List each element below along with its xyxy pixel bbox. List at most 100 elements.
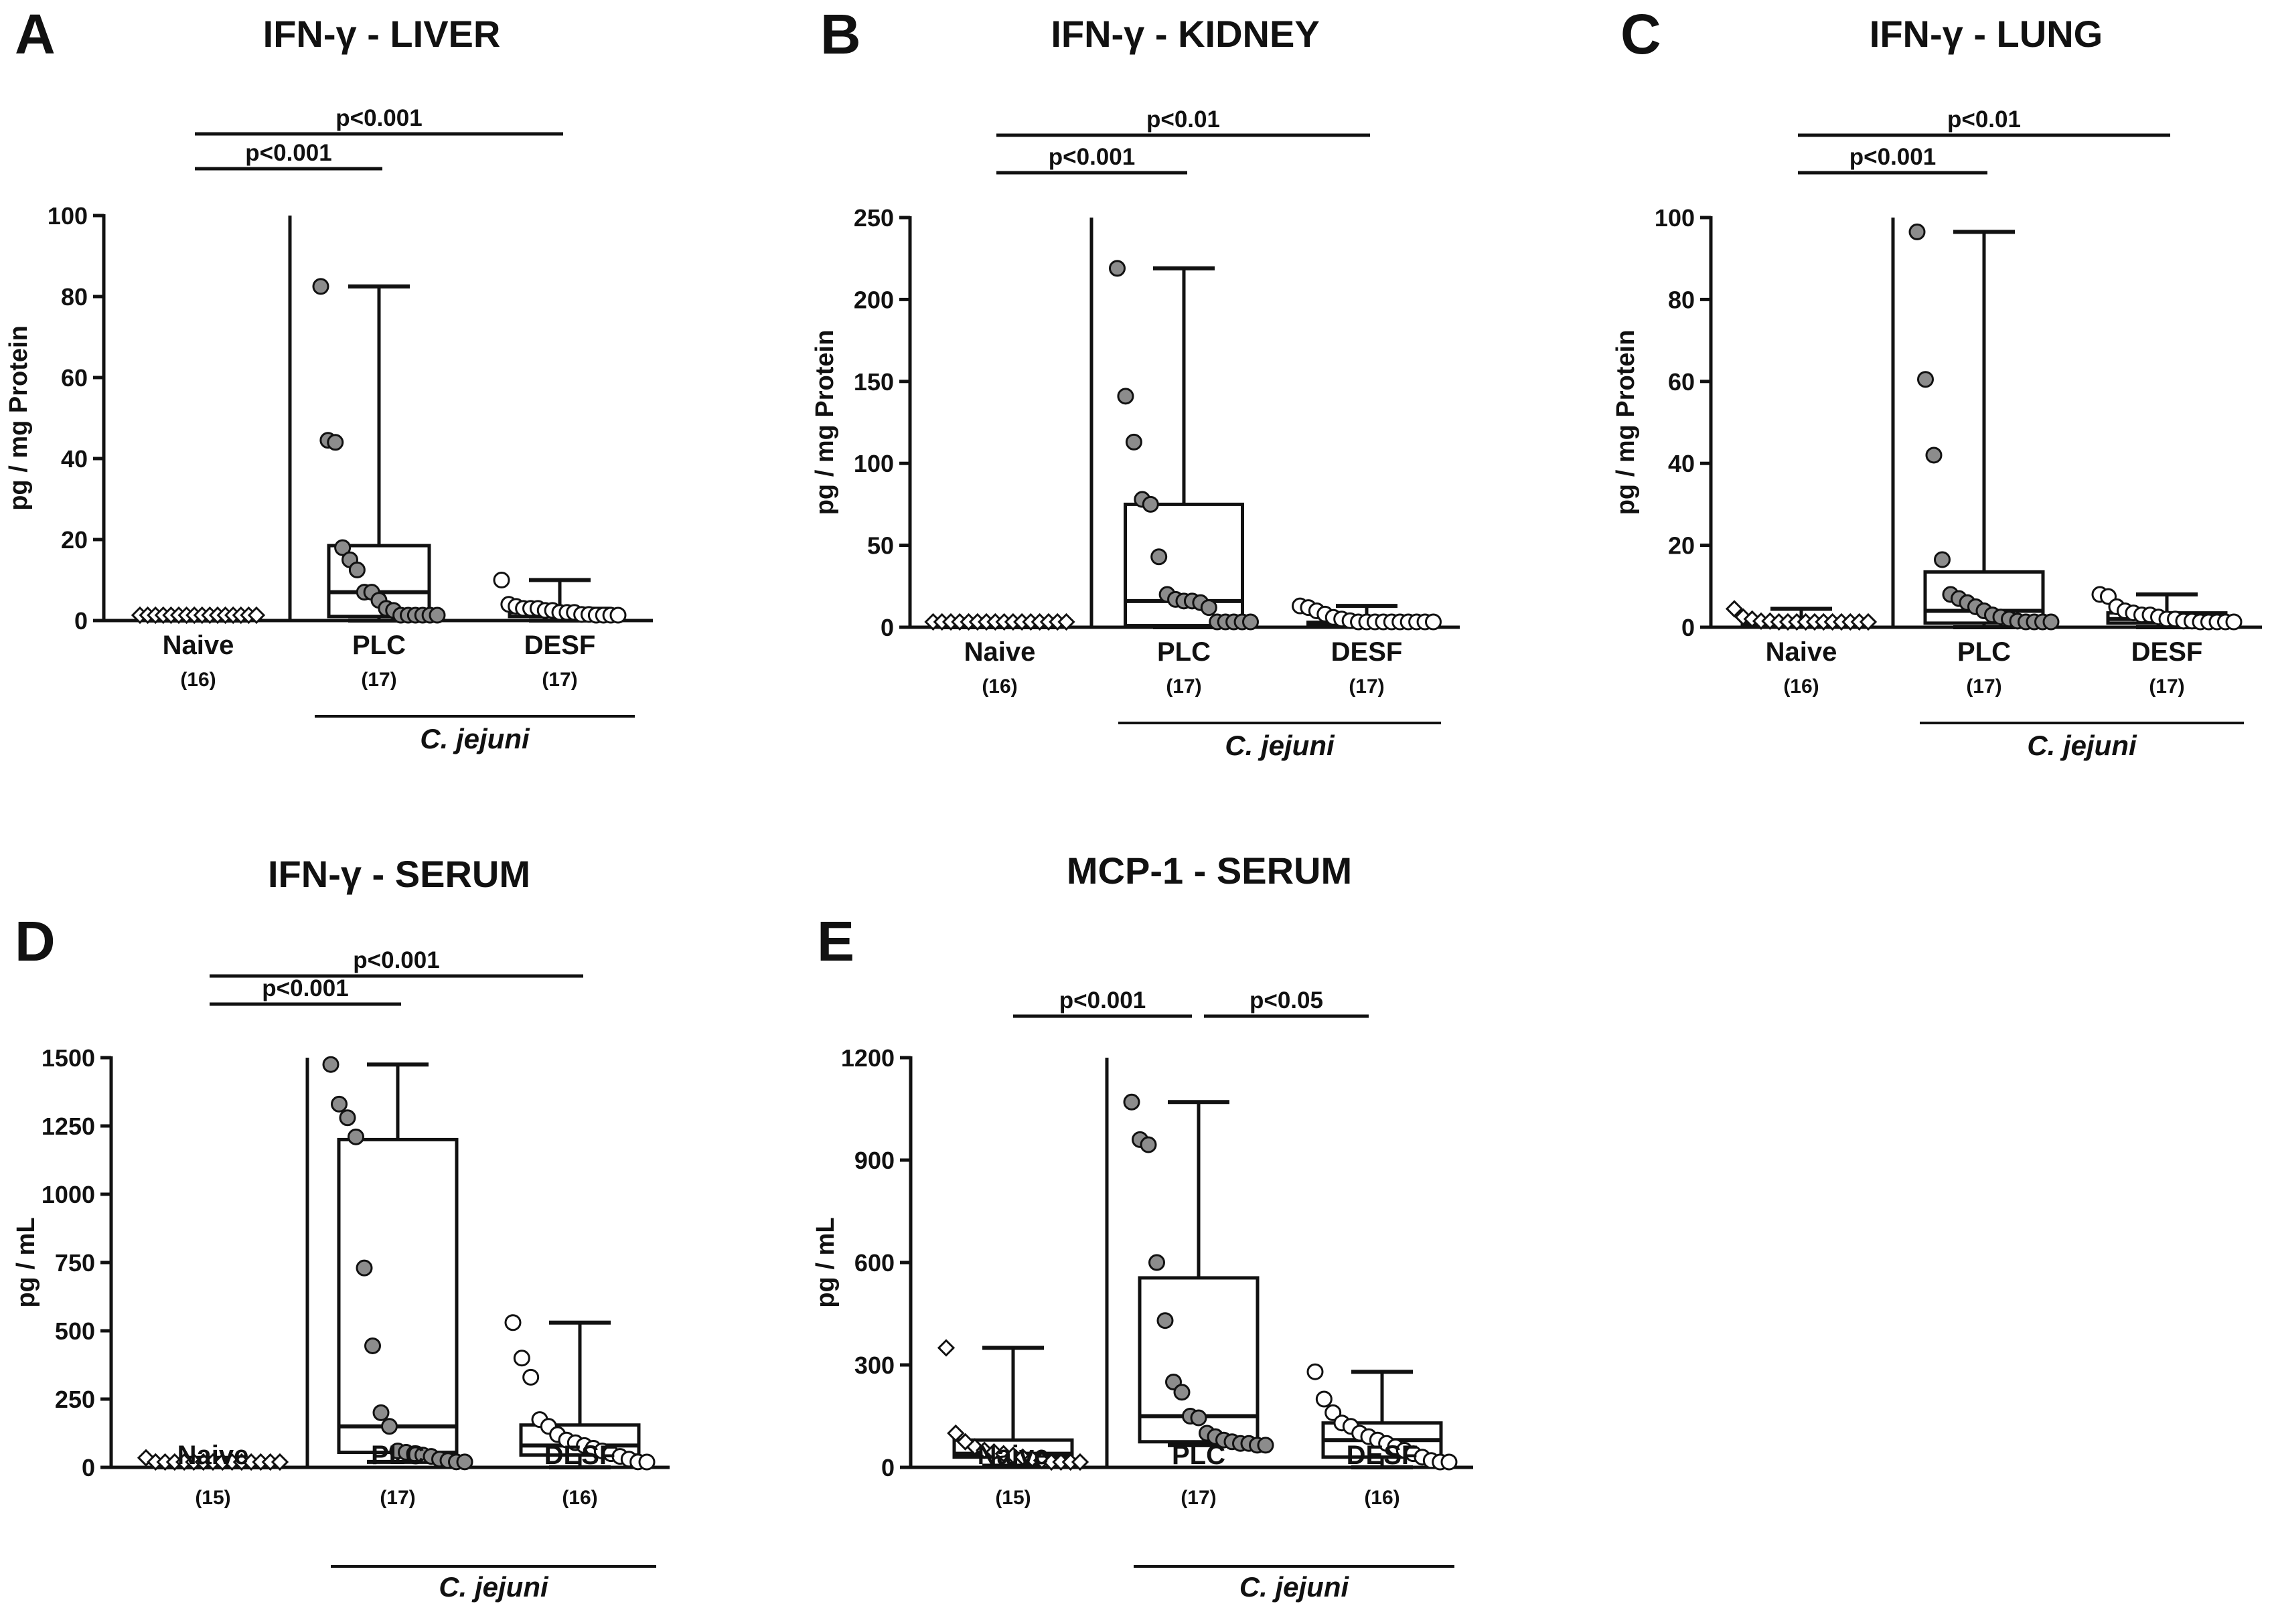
data-point (348, 561, 366, 578)
data-point (1150, 548, 1168, 566)
y-tick-label: 600 (854, 1249, 895, 1277)
y-tick-label: 1500 (42, 1044, 95, 1072)
data-point (947, 1424, 965, 1443)
x-category-label: PLC (1172, 1441, 1225, 1470)
data-point (1057, 613, 1075, 631)
data-point (1148, 1254, 1165, 1271)
data-point (638, 1453, 656, 1471)
data-point (504, 1314, 522, 1331)
x-category-n: (16) (562, 1487, 597, 1509)
y-tick-label: 500 (55, 1317, 95, 1345)
data-point (331, 1095, 348, 1113)
x-category-label: DESF (1347, 1441, 1418, 1470)
data-point (493, 572, 510, 588)
y-tick-label: 0 (82, 1454, 95, 1481)
p-value-label: p<0.001 (1049, 144, 1135, 170)
y-tick-label: 200 (854, 286, 894, 313)
group-label: C. jejuni (1225, 730, 1335, 761)
data-point (1440, 1453, 1458, 1471)
data-point (1200, 599, 1217, 617)
data-point (1071, 1453, 1089, 1471)
data-point (1324, 1404, 1342, 1421)
x-category-label: PLC (371, 1441, 425, 1470)
data-point (372, 1404, 390, 1421)
y-tick-label: 300 (854, 1352, 895, 1379)
y-tick-label: 40 (1668, 450, 1695, 477)
chart-title: IFN-γ - LIVER (263, 13, 501, 55)
data-point (1425, 613, 1442, 631)
y-tick-label: 100 (48, 202, 88, 230)
data-point (429, 606, 446, 624)
p-value-label: p<0.001 (245, 140, 331, 166)
y-axis-label: pg / mg Protein (5, 325, 33, 511)
x-category-label: PLC (1157, 637, 1211, 667)
panel-letter: B (820, 3, 861, 66)
x-category-label: Naive (1766, 637, 1837, 667)
group-label: C. jejuni (1239, 1571, 1350, 1603)
group-label: C. jejuni (420, 723, 530, 754)
data-point (937, 1339, 956, 1357)
y-axis-label: pg / mL (812, 1217, 840, 1307)
data-point (1156, 1312, 1174, 1329)
panel-d: D IFN-γ - SERUM 0 250 500 750 1000 1250 1500 pg /… (12, 853, 670, 1603)
x-category-label: DESF (524, 631, 596, 660)
chart-title: IFN-γ - SERUM (268, 853, 530, 895)
x-category-n: (16) (1364, 1487, 1399, 1509)
y-tick-label: 1200 (841, 1044, 895, 1072)
data-point (1725, 600, 1744, 618)
x-category-n: (16) (982, 675, 1017, 698)
x-category-label: PLC (1957, 637, 2011, 667)
x-category-label: Naive (177, 1441, 249, 1470)
data-point (327, 434, 344, 451)
panel-letter: A (15, 3, 56, 66)
box (327, 544, 431, 619)
data-point (1859, 613, 1878, 631)
data-point (2042, 613, 2060, 631)
panel-letter: C (1620, 3, 1661, 66)
x-category-label: Naive (163, 631, 234, 660)
y-tick-label: 900 (854, 1147, 895, 1174)
panel-c: C IFN-γ - LUNG 0 20 40 60 80 100 pg / mg Protein… (1612, 3, 2262, 761)
data-point (356, 1259, 373, 1277)
p-value-label: p<0.001 (335, 105, 422, 131)
x-category-n: (15) (195, 1487, 230, 1509)
x-category-label: DESF (544, 1441, 616, 1470)
p-value-label: p<0.001 (262, 975, 348, 1001)
box (1923, 570, 2045, 625)
panel-b: B IFN-γ - KIDNEY 0 50 100 150 200 250 pg / mg Pr… (811, 3, 1460, 761)
data-point (1140, 1136, 1157, 1153)
x-category-n: (15) (995, 1487, 1031, 1509)
y-tick-label: 0 (881, 1454, 895, 1481)
chart-title: MCP-1 - SERUM (1067, 849, 1352, 892)
chart-title: IFN-γ - LUNG (1870, 13, 2103, 55)
y-tick-label: 250 (55, 1386, 95, 1413)
y-tick-label: 250 (854, 204, 894, 232)
data-point (456, 1453, 473, 1471)
group-label: C. jejuni (439, 1571, 549, 1603)
y-tick-label: 150 (854, 368, 894, 396)
data-point (1117, 388, 1134, 405)
box (337, 1137, 459, 1455)
y-tick-label: 0 (1681, 614, 1695, 641)
data-point (1917, 371, 1934, 388)
y-tick-label: 40 (61, 445, 88, 473)
data-point (1109, 260, 1126, 277)
p-value-label: p<0.001 (353, 947, 439, 973)
data-point (609, 606, 627, 624)
data-point (1173, 1384, 1191, 1401)
y-tick-label: 60 (61, 364, 88, 392)
p-value-label: p<0.01 (1146, 106, 1220, 133)
x-category-label: DESF (2131, 637, 2203, 667)
data-point (312, 278, 329, 295)
data-point (247, 606, 266, 625)
data-point (381, 1418, 398, 1435)
y-tick-label: 50 (867, 532, 894, 560)
data-point (339, 1109, 356, 1127)
panel-letter: E (817, 910, 854, 973)
data-point (1908, 223, 1926, 240)
data-point (322, 1056, 339, 1073)
y-tick-label: 80 (1668, 286, 1695, 313)
data-point (334, 539, 352, 556)
y-tick-label: 60 (1668, 368, 1695, 396)
data-point (1257, 1437, 1274, 1454)
